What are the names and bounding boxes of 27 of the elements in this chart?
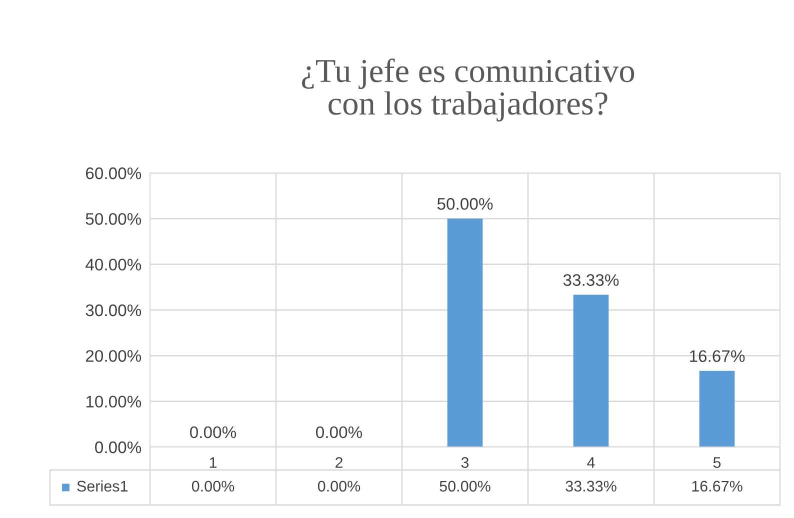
text: 33.33% (563, 274, 619, 286)
x-tick-label: 2 (336, 457, 342, 468)
text: 0.00% (190, 426, 236, 438)
y-tick-label: 20.00% (86, 350, 142, 362)
data-label: 0.00% (192, 480, 234, 492)
y-tick-label: 30.00% (86, 304, 142, 316)
text: 16.67% (690, 350, 745, 362)
data-label: 0.00% (318, 480, 360, 492)
x-tick-label: 1 (210, 457, 217, 468)
bar (699, 370, 735, 447)
y-tick-label: 10.00% (86, 396, 142, 408)
y-tick-label: 50.00% (86, 213, 142, 225)
text: 50.00% (437, 198, 493, 210)
y-tick-label: 40.00% (86, 258, 142, 271)
text: 0.00% (316, 426, 362, 438)
x-tick-label: 4 (587, 457, 595, 468)
data-label: 16.67% (692, 480, 742, 492)
data-label: 33.33% (566, 480, 616, 492)
y-tick-label: 60.00% (86, 167, 142, 180)
x-tick-label: 3 (461, 457, 469, 468)
bar (447, 218, 483, 447)
y-tick-label: 0.00% (95, 441, 142, 454)
data-label: 50.00% (440, 480, 490, 492)
legend-label: Series1 (77, 480, 128, 492)
x-tick-label: 5 (713, 457, 721, 468)
chart-title: ¿Tu jefe es comunicativo con los trabajadores? (302, 58, 634, 122)
bar (573, 294, 609, 447)
